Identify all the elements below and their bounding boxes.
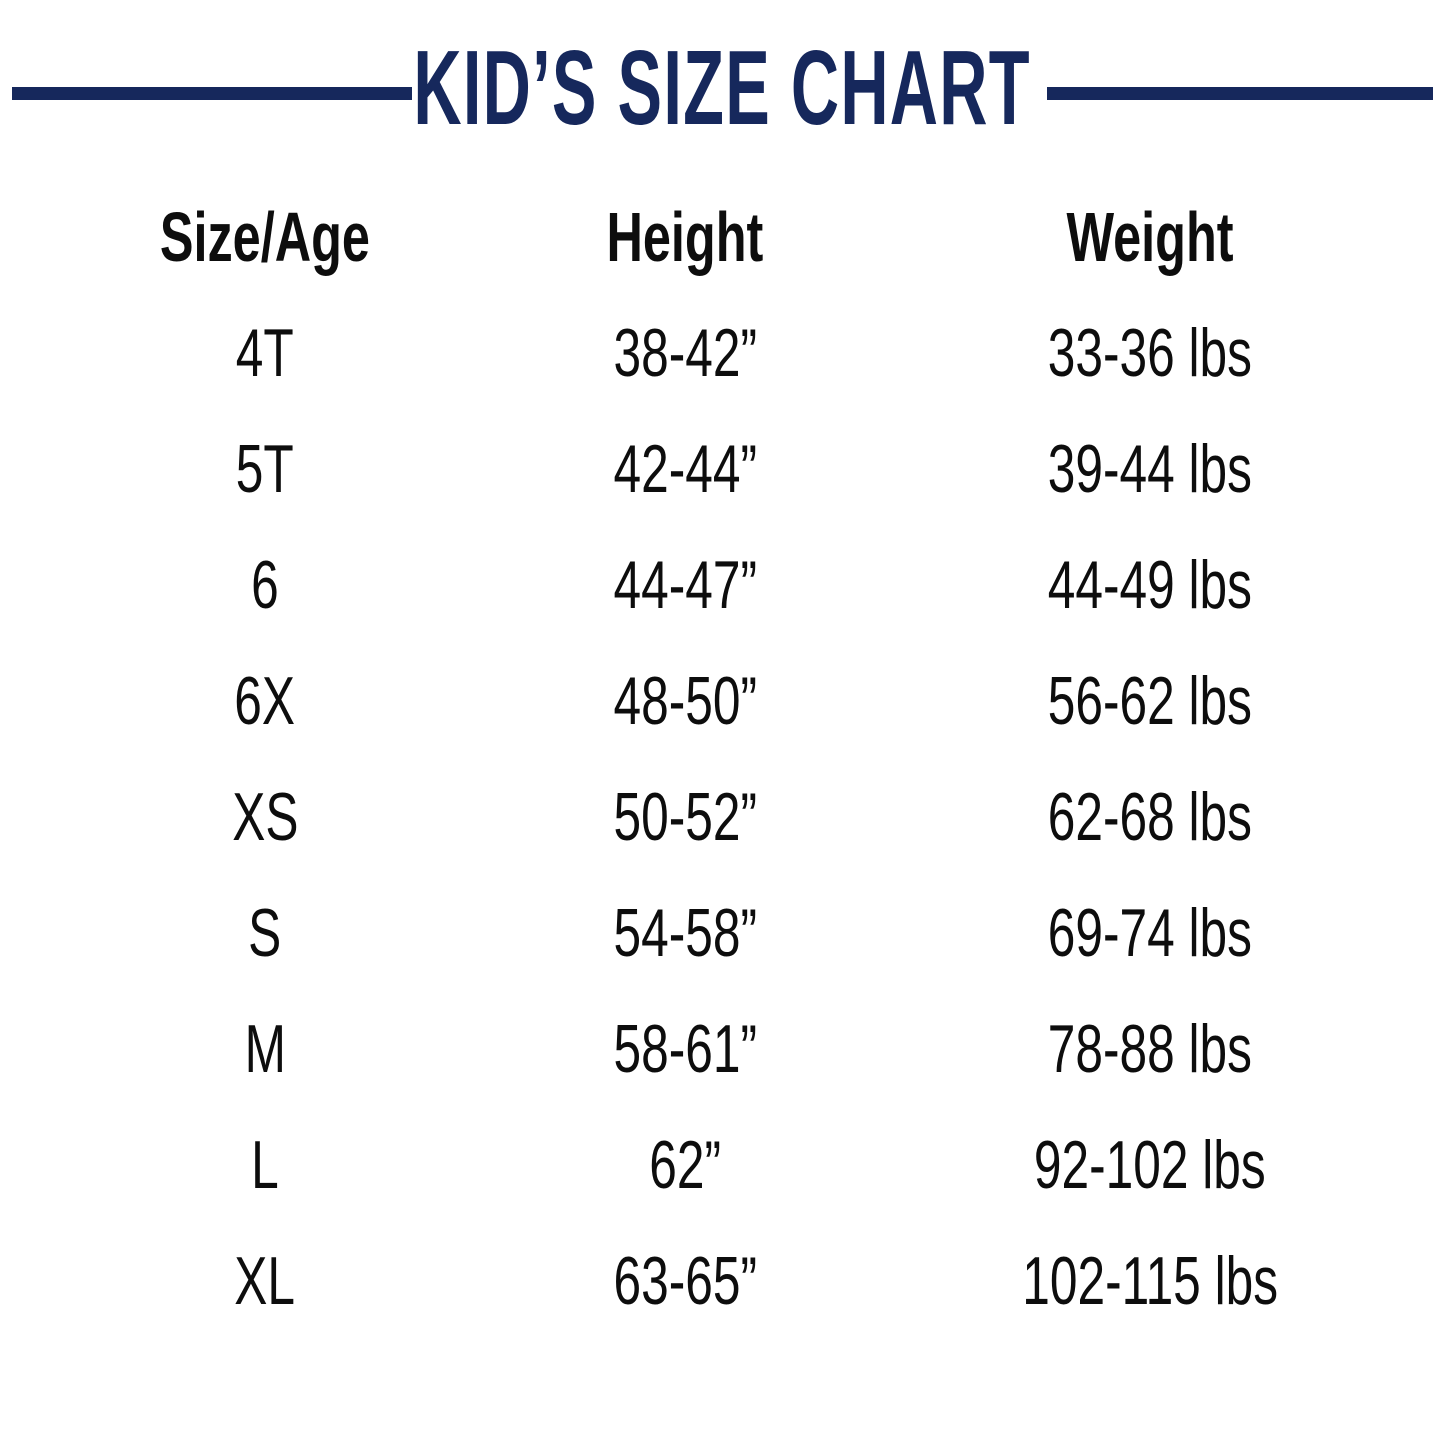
column-header-size-age: Size/Age — [159, 198, 371, 276]
column-header-weight: Weight — [1066, 198, 1234, 276]
weight-cell: 44-49 lbs — [1047, 547, 1253, 623]
size-cell: 6X — [234, 663, 296, 739]
weight-cell: 62-68 lbs — [1047, 779, 1253, 855]
page-title: KID’S SIZE CHART — [413, 29, 1032, 147]
weight-cell: 69-74 lbs — [1047, 895, 1253, 971]
height-cell: 58-61” — [613, 1011, 757, 1087]
size-cell: 6 — [251, 547, 279, 623]
size-cell: 4T — [236, 315, 294, 391]
title-bar: KID’S SIZE CHART — [0, 25, 1445, 151]
height-cell: 48-50” — [613, 663, 757, 739]
size-cell: XL — [234, 1243, 296, 1319]
height-cell: 50-52” — [613, 779, 757, 855]
size-cell: M — [244, 1011, 286, 1087]
size-cell: L — [251, 1127, 279, 1203]
height-cell: 54-58” — [613, 895, 757, 971]
size-table: Size/Age Height Weight 4T 38-42” 33-36 l… — [80, 179, 1445, 1339]
title-rule-right — [1047, 87, 1433, 100]
size-cell: 5T — [236, 431, 294, 507]
title-rule-left — [12, 87, 412, 100]
weight-cell: 92-102 lbs — [1034, 1127, 1266, 1203]
height-cell: 63-65” — [613, 1243, 757, 1319]
weight-cell: 39-44 lbs — [1047, 431, 1253, 507]
weight-cell: 56-62 lbs — [1047, 663, 1253, 739]
size-cell: S — [248, 895, 282, 971]
height-cell: 44-47” — [613, 547, 757, 623]
height-cell: 42-44” — [613, 431, 757, 507]
weight-cell: 102-115 lbs — [1022, 1243, 1278, 1319]
height-cell: 38-42” — [613, 315, 757, 391]
column-header-height: Height — [606, 198, 764, 276]
weight-cell: 78-88 lbs — [1047, 1011, 1253, 1087]
weight-cell: 33-36 lbs — [1047, 315, 1253, 391]
size-cell: XS — [231, 779, 299, 855]
height-cell: 62” — [649, 1127, 721, 1203]
